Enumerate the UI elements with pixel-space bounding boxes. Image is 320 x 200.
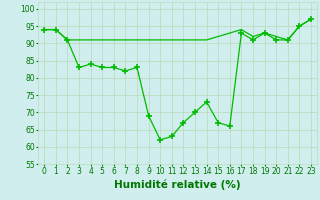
X-axis label: Humidité relative (%): Humidité relative (%) (114, 179, 241, 190)
